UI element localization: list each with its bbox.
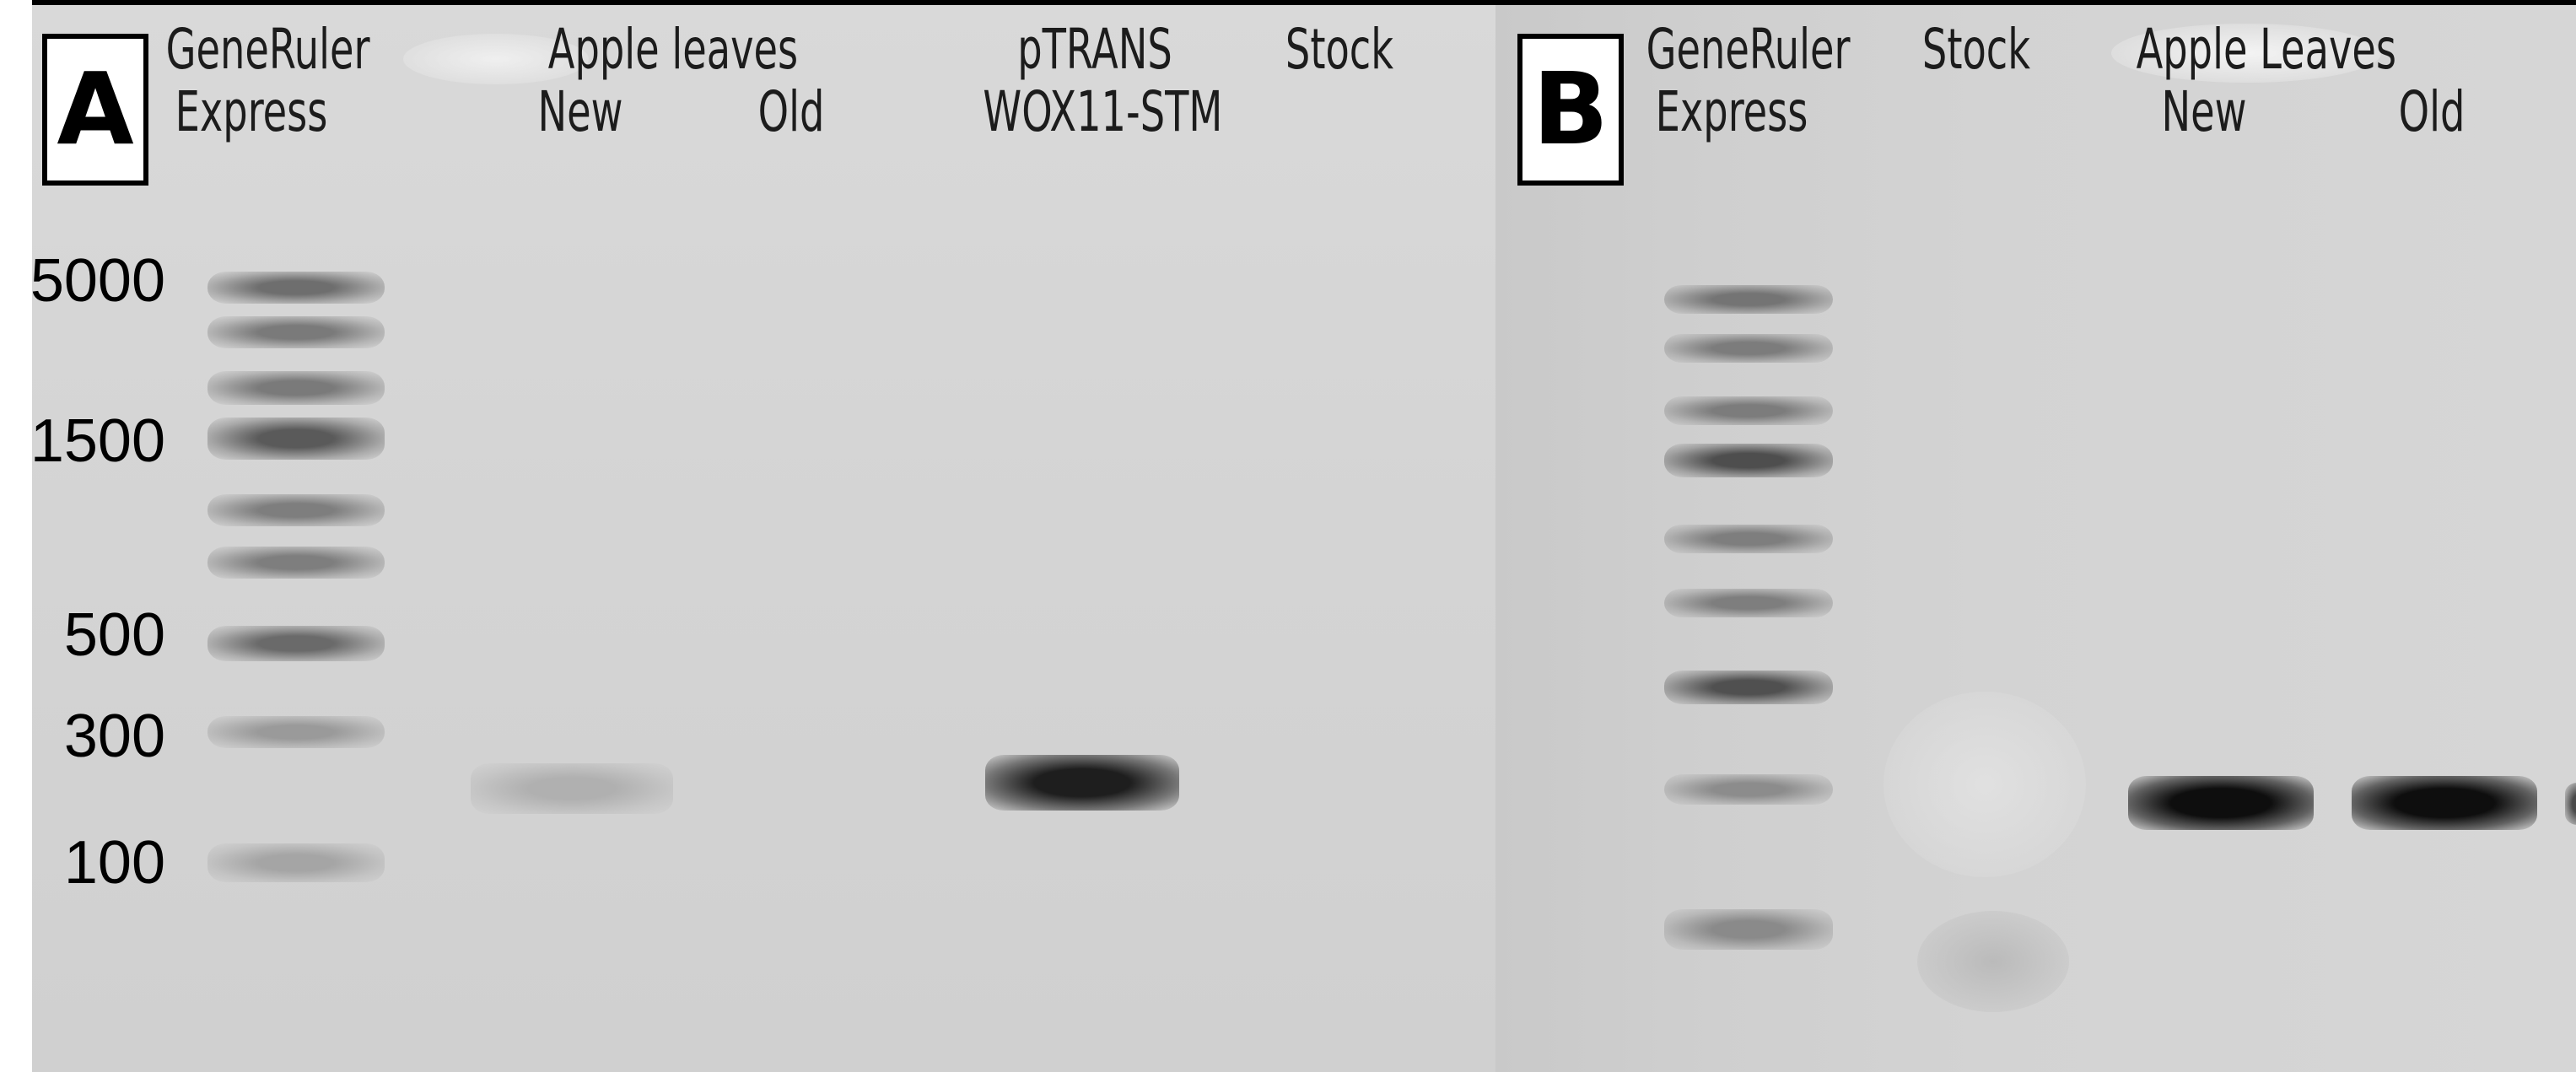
gel-top-border (1495, 0, 2576, 5)
lane-label-old: Old (2398, 79, 2466, 144)
ladder-band (207, 626, 385, 661)
ladder-band (207, 417, 385, 460)
gel-smudge (1917, 911, 2069, 1012)
lane-label-stock: Stock (1285, 17, 1394, 82)
lane-label-stock: Stock (1921, 17, 2031, 82)
ladder-band (207, 716, 385, 748)
size-marker-5000: 5000 (32, 247, 165, 315)
size-marker-1500: 1500 (32, 407, 165, 475)
gel-panel-b: B GeneRuler Express Stock Apple Leaves N… (1495, 0, 2576, 1072)
lane-label-ptrans-line1: pTRANS (1017, 17, 1172, 82)
ladder-band (207, 371, 385, 405)
lane-label-new: New (537, 79, 623, 144)
lane-label-ladder-line2: Express (1655, 79, 1808, 144)
lane-label-ptrans-line2: WOX11-STM (983, 79, 1223, 144)
band-apple-old (2352, 776, 2537, 830)
size-marker-300: 300 (63, 703, 165, 770)
ladder-band (1664, 396, 1833, 425)
ladder-band (1664, 285, 1833, 314)
band-apple-new (471, 763, 673, 814)
lane-label-new: New (2161, 79, 2247, 144)
gel-top-border (32, 0, 1495, 5)
gel-panel-a: A GeneRuler Express Apple leaves New Old… (32, 0, 1495, 1072)
ladder-band (207, 316, 385, 348)
lane-label-ladder-line1: GeneRuler (165, 17, 370, 82)
ladder-band (1664, 774, 1833, 805)
ladder-band (207, 843, 385, 882)
ladder-band (1664, 909, 1833, 950)
size-marker-100: 100 (63, 829, 165, 897)
band-edge-fragment (2565, 783, 2576, 825)
band-ptrans (985, 755, 1179, 811)
ladder-band (1664, 671, 1833, 704)
ladder-band (1664, 444, 1833, 477)
lane-label-old: Old (757, 79, 825, 144)
ladder-band (207, 272, 385, 304)
ladder-band (207, 494, 385, 526)
panel-letter-b: B (1517, 34, 1624, 186)
ladder-band (1664, 589, 1833, 617)
lane-label-apple-leaves: Apple Leaves (2136, 17, 2396, 82)
panel-letter-a: A (42, 34, 148, 186)
ladder-band (1664, 525, 1833, 553)
size-marker-500: 500 (63, 601, 165, 669)
lane-label-ladder-line2: Express (175, 79, 328, 144)
ladder-band (207, 547, 385, 579)
band-apple-new (2128, 776, 2314, 830)
gel-smudge (1883, 692, 2086, 877)
ladder-band (1664, 334, 1833, 363)
lane-label-ladder-line1: GeneRuler (1646, 17, 1851, 82)
lane-label-apple-leaves: Apple leaves (547, 17, 799, 82)
